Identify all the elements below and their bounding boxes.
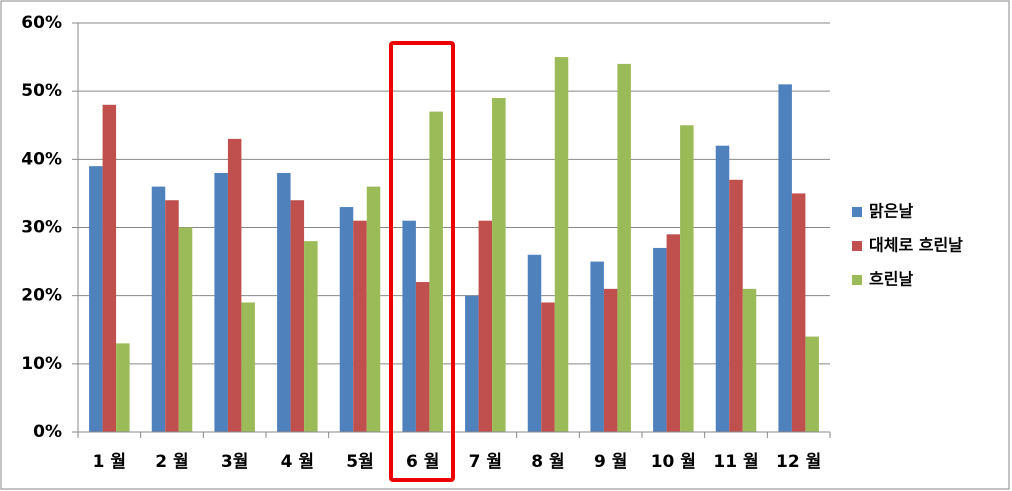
highlight-box bbox=[389, 41, 455, 482]
bar bbox=[366, 186, 381, 432]
legend-label: 대체로 흐린날 bbox=[869, 236, 963, 255]
y-tick-label: 60% bbox=[21, 13, 62, 33]
x-tick-label: 1 월 bbox=[93, 452, 126, 472]
bar bbox=[527, 254, 542, 432]
y-tick-label: 20% bbox=[21, 286, 62, 306]
y-tick-label: 50% bbox=[21, 81, 62, 101]
x-tick-label: 11 월 bbox=[713, 452, 758, 472]
bar bbox=[89, 166, 103, 432]
x-tick-label: 5월 bbox=[346, 452, 373, 472]
y-tick-label: 10% bbox=[21, 354, 62, 374]
bar bbox=[277, 172, 291, 432]
bar bbox=[666, 234, 681, 432]
x-tick-label: 12 월 bbox=[776, 452, 821, 472]
legend-swatch bbox=[852, 241, 862, 251]
bar bbox=[102, 104, 117, 433]
x-tick-label: 6 월 bbox=[406, 452, 439, 472]
bar bbox=[715, 145, 730, 432]
x-tick-label: 2 월 bbox=[155, 452, 188, 472]
bar bbox=[541, 302, 555, 432]
bar bbox=[478, 220, 493, 432]
bar bbox=[290, 200, 305, 432]
bar bbox=[742, 288, 757, 432]
bar bbox=[402, 220, 416, 432]
bar bbox=[151, 186, 166, 432]
bar bbox=[492, 97, 506, 432]
plot-area: 0% 10% 20% 30% 40% 50% 60% 1 월 2 월 3월 4 월 5월 6 월 7 월 8… bbox=[21, 13, 831, 472]
bar bbox=[227, 138, 242, 432]
bar bbox=[415, 282, 430, 432]
bar bbox=[590, 261, 604, 432]
bar bbox=[339, 207, 354, 432]
bar bbox=[214, 172, 228, 432]
bar bbox=[778, 84, 792, 432]
x-tick-label: 4 월 bbox=[281, 452, 314, 472]
bar bbox=[178, 227, 193, 432]
bar bbox=[165, 200, 179, 432]
bar bbox=[729, 179, 743, 432]
bar bbox=[617, 63, 631, 433]
legend-label: 맑은날 bbox=[869, 202, 913, 221]
bar bbox=[653, 247, 667, 432]
bar bbox=[429, 111, 443, 432]
x-tick-label: 10 월 bbox=[651, 452, 696, 472]
x-tick-label: 9 월 bbox=[594, 452, 627, 472]
x-tick-label: 7 월 bbox=[469, 452, 502, 472]
legend-swatch bbox=[852, 275, 862, 285]
bar bbox=[116, 343, 130, 432]
bar bbox=[680, 125, 694, 432]
bar bbox=[241, 302, 255, 432]
bar bbox=[304, 241, 318, 432]
y-tick-label: 40% bbox=[21, 149, 62, 169]
bar bbox=[554, 57, 569, 432]
y-tick-label: 0% bbox=[33, 422, 62, 442]
legend-swatch bbox=[852, 207, 862, 217]
y-tick-label: 30% bbox=[21, 218, 62, 238]
bar bbox=[603, 288, 618, 432]
x-tick-label: 8 월 bbox=[531, 452, 564, 472]
x-tick-label: 3월 bbox=[221, 452, 248, 472]
bar bbox=[353, 220, 367, 432]
bar bbox=[791, 193, 806, 432]
bar bbox=[465, 295, 479, 432]
bar bbox=[805, 336, 819, 432]
legend-label: 흐린날 bbox=[869, 270, 913, 289]
